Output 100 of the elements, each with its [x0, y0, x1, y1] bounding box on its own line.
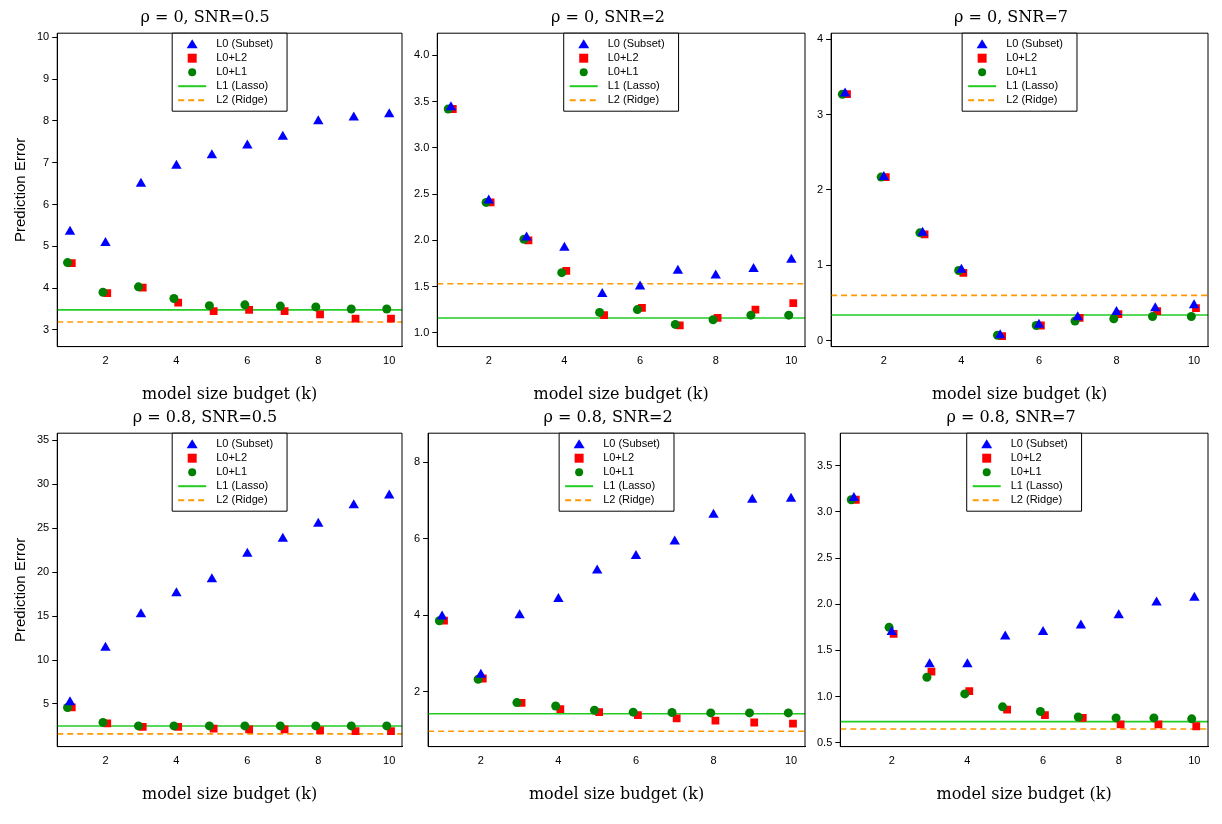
- y-tick-label: 2.0: [413, 233, 430, 246]
- chart-title: ρ = 0.8, SNR=2: [543, 406, 673, 426]
- y-tick-label: 10: [36, 30, 50, 43]
- y-tick-label: 1.5: [816, 643, 833, 656]
- legend-label: L0+L1: [216, 65, 248, 78]
- y-tick-label: 2: [816, 182, 824, 195]
- legend-label: L1 (Lasso): [216, 479, 269, 492]
- y-tick-label: 1.0: [413, 325, 430, 338]
- y-tick-label: 6: [43, 197, 50, 210]
- legend-label: L0+L2: [1006, 51, 1038, 64]
- y-tick-label: 9: [43, 72, 50, 85]
- y-tick-label: 1.5: [413, 279, 430, 292]
- x-tick-label: 2: [102, 354, 109, 367]
- x-tick-label: 8: [712, 354, 719, 367]
- y-axis-title: Prediction Error: [11, 137, 29, 242]
- y-tick-label: 3: [43, 322, 50, 335]
- legend-label: L0+L2: [216, 51, 248, 64]
- y-tick-label: 2.0: [816, 597, 833, 610]
- x-tick-label: 4: [561, 354, 568, 367]
- x-tick-label: 10: [785, 354, 798, 367]
- legend-label: L0 (Subset): [607, 37, 665, 50]
- legend-label: L0+L2: [607, 51, 639, 64]
- x-tick-label: 6: [1035, 354, 1043, 367]
- y-tick-label: 3: [816, 107, 824, 120]
- y-tick-label: 1: [816, 258, 824, 271]
- x-tick-label: 2: [102, 754, 109, 767]
- y-tick-label: 5: [43, 696, 50, 709]
- x-tick-label: 6: [244, 354, 251, 367]
- legend-label: L0+L1: [1006, 65, 1038, 78]
- y-tick-label: 7: [43, 155, 50, 168]
- x-tick-label: 2: [880, 354, 887, 367]
- y-tick-label: 30: [36, 477, 50, 490]
- chart-title: ρ = 0.8, SNR=7: [946, 406, 1076, 426]
- x-tick-label: 2: [888, 754, 895, 767]
- legend-label: L0+L1: [216, 465, 248, 478]
- x-tick-label: 2: [477, 754, 484, 767]
- x-tick-label: 8: [1115, 754, 1122, 767]
- x-tick-label: 6: [244, 754, 251, 767]
- chart-title: ρ = 0, SNR=0.5: [140, 6, 270, 26]
- x-tick-label: 4: [958, 354, 965, 367]
- legend-label: L0 (Subset): [603, 437, 660, 450]
- legend-label: L0+L2: [603, 451, 635, 464]
- legend-label: L1 (Lasso): [607, 79, 660, 92]
- y-tick-label: 4: [413, 608, 421, 621]
- y-tick-label: 5: [43, 239, 50, 252]
- y-tick-label: 15: [36, 609, 50, 622]
- legend-label: L0+L1: [607, 65, 639, 78]
- x-tick-label: 4: [173, 754, 180, 767]
- x-tick-label: 6: [1040, 754, 1047, 767]
- x-axis-title: model size budget (k): [528, 783, 705, 803]
- chart-title: ρ = 0.8, SNR=0.5: [132, 406, 278, 426]
- x-tick-label: 10: [784, 754, 798, 767]
- x-tick-label: 8: [315, 754, 322, 767]
- y-tick-label: 2.5: [413, 187, 430, 200]
- x-tick-label: 8: [315, 354, 322, 367]
- chart-title: ρ = 0, SNR=2: [551, 6, 665, 26]
- legend-label: L0+L2: [216, 451, 248, 464]
- y-tick-label: 4: [43, 281, 50, 294]
- x-tick-label: 6: [637, 354, 644, 367]
- y-tick-label: 0.5: [816, 735, 833, 748]
- legend-label: L0+L1: [1010, 465, 1042, 478]
- legend-label: L2 (Ridge): [1010, 493, 1063, 506]
- x-tick-label: 4: [173, 354, 180, 367]
- x-tick-label: 8: [1113, 354, 1120, 367]
- x-tick-label: 4: [555, 754, 562, 767]
- y-axis-title: Prediction Error: [11, 537, 29, 642]
- x-tick-label: 2: [485, 354, 492, 367]
- legend-label: L0 (Subset): [1006, 37, 1063, 50]
- y-tick-label: 0: [816, 333, 824, 346]
- y-tick-label: 2.5: [816, 551, 833, 564]
- legend-label: L1 (Lasso): [603, 479, 656, 492]
- y-tick-label: 4.0: [413, 48, 430, 61]
- legend-label: L2 (Ridge): [216, 93, 268, 106]
- y-tick-label: 6: [413, 531, 421, 544]
- x-axis-title: model size budget (k): [931, 383, 1108, 403]
- x-axis-title: model size budget (k): [142, 383, 318, 403]
- y-tick-label: 3.0: [413, 140, 430, 153]
- x-tick-label: 10: [1187, 354, 1201, 367]
- legend-label: L0+L1: [603, 465, 635, 478]
- legend-label: L0 (Subset): [216, 437, 274, 450]
- legend-label: L1 (Lasso): [1006, 79, 1059, 92]
- x-tick-label: 10: [383, 354, 396, 367]
- y-tick-label: 3.5: [413, 94, 430, 107]
- x-tick-label: 6: [632, 754, 640, 767]
- legend-label: L2 (Ridge): [216, 493, 268, 506]
- legend-label: L1 (Lasso): [216, 79, 269, 92]
- y-tick-label: 3.0: [816, 504, 833, 517]
- x-tick-label: 4: [964, 754, 971, 767]
- y-tick-label: 35: [36, 433, 50, 446]
- x-axis-title: model size budget (k): [533, 383, 709, 403]
- legend-label: L0 (Subset): [1010, 437, 1068, 450]
- legend-label: L2 (Ridge): [603, 493, 655, 506]
- y-tick-label: 25: [36, 521, 50, 534]
- y-tick-label: 3.5: [816, 458, 833, 471]
- y-tick-label: 10: [36, 653, 50, 666]
- x-tick-label: 10: [383, 754, 396, 767]
- x-axis-title: model size budget (k): [936, 783, 1112, 803]
- y-tick-label: 8: [43, 113, 50, 126]
- chart-title: ρ = 0, SNR=7: [954, 6, 1068, 26]
- y-tick-label: 2: [413, 684, 421, 697]
